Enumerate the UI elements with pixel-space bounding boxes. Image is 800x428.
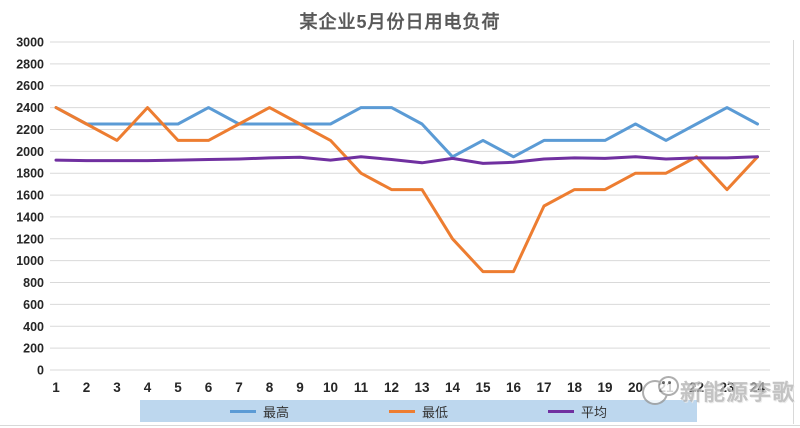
y-axis-tick-label: 3000 [16,36,44,50]
legend-item: 最高 [229,402,289,421]
x-axis-tick-label: 8 [266,380,274,395]
x-axis-tick-label: 23 [719,380,735,395]
x-axis-tick-label: 11 [354,380,369,395]
plot-right-border [793,40,794,424]
x-axis-tick-label: 10 [323,380,338,395]
x-axis-tick-label: 2 [83,380,91,395]
x-axis-tick-label: 16 [506,380,522,395]
y-axis-tick-label: 200 [23,342,44,356]
legend-label: 最高 [262,404,289,420]
legend-label: 最低 [421,404,448,420]
x-axis-tick-label: 12 [384,380,399,395]
x-axis-tick-label: 24 [750,380,766,395]
y-axis-tick-label: 1200 [16,232,44,246]
y-axis-tick-label: 1400 [16,210,44,224]
x-axis-tick-label: 5 [174,380,182,395]
line-series-最高 [54,106,759,159]
y-axis-tick-label: 0 [37,364,44,378]
x-axis-tick-label: 7 [235,380,243,395]
x-axis-tick-label: 19 [597,380,612,395]
line-series-最低 [54,106,759,274]
legend: 最高 最低 平均 [140,400,697,422]
y-axis-tick-label: 1800 [16,167,44,181]
y-axis-tick-label: 2600 [16,79,44,93]
legend-line-swatch [229,409,256,413]
y-axis-tick-label: 2200 [16,123,44,137]
legend-item: 平均 [547,402,607,421]
y-axis-tick-label: 2800 [16,57,44,71]
x-axis-tick-label: 9 [296,380,304,395]
line-series-平均 [54,155,759,165]
bottom-divider [0,425,800,426]
x-axis-tick-label: 18 [567,380,583,395]
legend-item: 最低 [388,402,448,421]
y-axis-tick-label: 1600 [16,189,44,203]
y-axis-tick-label: 2400 [16,101,44,115]
x-axis-tick-label: 14 [445,380,461,395]
x-axis-tick-label: 6 [205,380,213,395]
x-axis-tick-label: 17 [536,380,551,395]
y-axis-tick-label: 1000 [16,254,44,268]
y-axis-tick-label: 800 [23,276,44,290]
x-axis-tick-label: 15 [475,380,491,395]
x-axis-tick-label: 20 [628,380,643,395]
x-axis-tick-label: 4 [144,380,152,395]
legend-label: 平均 [580,404,607,420]
x-axis-tick-label: 13 [414,380,430,395]
legend-line-swatch [547,409,574,413]
x-axis-tick-label: 1 [52,380,60,395]
x-axis-tick-label: 3 [113,380,121,395]
y-axis-tick-label: 600 [23,298,44,312]
y-axis-tick-label: 2000 [16,145,44,159]
chart-title: 某企业5月份日用电负荷 [299,12,501,32]
x-axis-tick-label: 22 [689,380,704,395]
y-axis-tick-label: 400 [23,320,44,334]
x-axis-tick-label: 21 [658,380,674,395]
legend-line-swatch [388,409,415,413]
